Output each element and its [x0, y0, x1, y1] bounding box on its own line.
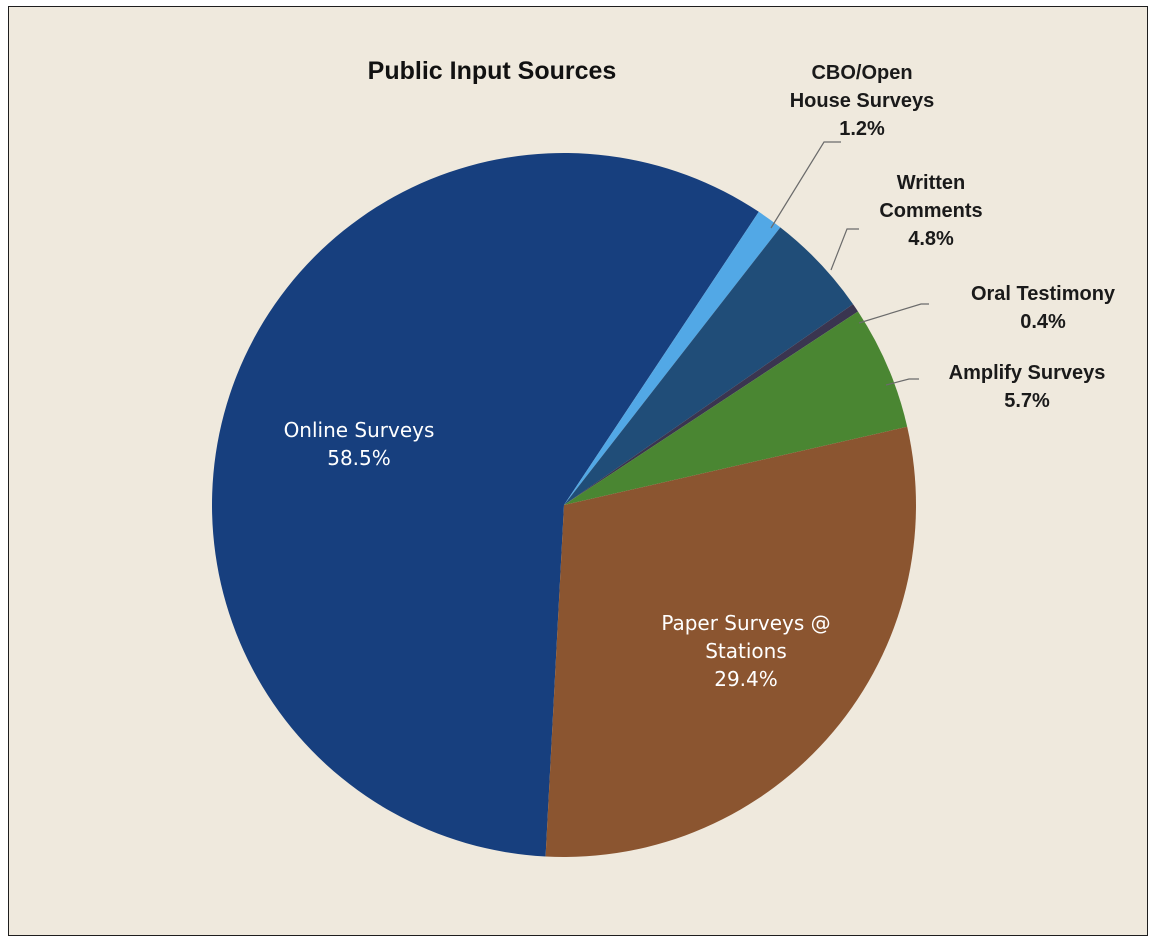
pie-slice-oral-testimony: [564, 304, 858, 505]
slice-labels: Online Surveys 58.5% CBO/Open House Surveys…: [284, 62, 1116, 691]
slice-label: Online Surveys 58.5%: [284, 418, 435, 470]
leader-line: [885, 378, 919, 386]
slice-label-line: House Surveys: [790, 90, 935, 112]
chart-title: Public Input Sources: [368, 57, 617, 85]
slice-label-line: Paper Surveys @: [661, 611, 830, 635]
slice-label: Oral Testimony 0.4%: [971, 283, 1116, 333]
slice-label-line: 29.4%: [714, 667, 778, 691]
leader-line: [770, 141, 841, 229]
pie-slices: [212, 153, 917, 858]
slice-label-line: Amplify Surveys: [949, 362, 1106, 384]
slice-label-line: 1.2%: [839, 118, 885, 140]
slice-label-line: CBO/Open: [811, 62, 912, 84]
slice-label: Amplify Surveys 5.7%: [949, 362, 1106, 412]
slice-label: Paper Surveys @ Stations 29.4%: [661, 611, 830, 691]
pie-chart: Public Input Sources Online Surveys 58.5%…: [212, 57, 1116, 858]
slice-label-line: Stations: [705, 639, 787, 663]
leader-lines: [770, 141, 929, 386]
pie-slice-amplify-surveys: [564, 311, 908, 505]
slice-label: CBO/Open House Surveys 1.2%: [790, 62, 935, 140]
slice-label-line: Oral Testimony: [971, 283, 1116, 305]
slice-label-line: Written: [897, 172, 966, 194]
pie-slice-cbo-open-house-surveys: [564, 211, 781, 505]
chart-frame: Public Input Sources Online Surveys 58.5%…: [8, 6, 1148, 936]
leader-line: [830, 228, 859, 271]
leader-line: [858, 303, 929, 324]
slice-label-line: Online Surveys: [284, 418, 435, 442]
pie-slice-online-surveys: [212, 153, 759, 857]
slice-label-line: 58.5%: [327, 446, 391, 470]
pie-slice-written-comments: [564, 227, 854, 505]
slice-label: Written Comments 4.8%: [879, 172, 982, 250]
slice-label-line: 5.7%: [1004, 390, 1050, 412]
slice-label-line: 4.8%: [908, 228, 954, 250]
slice-label-line: Comments: [879, 200, 982, 222]
pie-slice-paper-surveys-stations: [545, 426, 917, 858]
slice-label-line: 0.4%: [1020, 311, 1066, 333]
